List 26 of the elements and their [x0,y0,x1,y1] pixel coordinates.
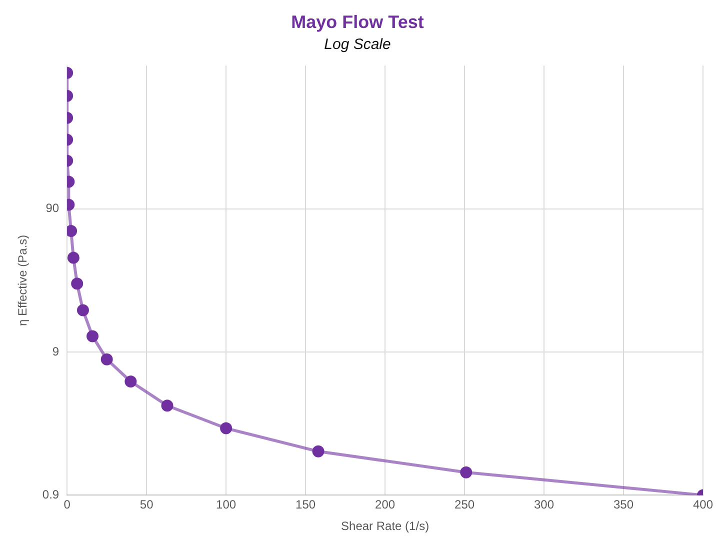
x-tick-label: 400 [692,498,714,512]
y-axis-title: η Effective (Pa.s) [16,234,30,326]
x-tick-label: 100 [216,498,236,512]
x-tick-label: 300 [534,498,554,512]
x-tick-label: 50 [140,498,154,512]
x-tick-label: 250 [454,498,475,512]
y-tick-label: 9 [52,344,60,358]
point [161,400,174,412]
point [67,252,80,264]
point [86,330,99,342]
chart-title: Mayo Flow Test [291,12,424,32]
x-tick-label: 0 [64,498,71,512]
point [76,304,89,316]
point [312,445,324,458]
chart-subtitle: Log Scale [324,36,391,53]
x-tick-label: 350 [613,498,634,512]
y-tick-label: 90 [46,201,60,216]
x-axis-title: Shear Rate (1/s) [341,519,430,534]
x-tick-label: 150 [296,498,316,512]
point [220,422,232,434]
point [100,353,113,366]
point [460,466,472,478]
x-tick-label: 200 [375,498,396,512]
point [71,278,84,290]
point [124,376,137,388]
y-tick-label: 0.9 [42,488,60,502]
